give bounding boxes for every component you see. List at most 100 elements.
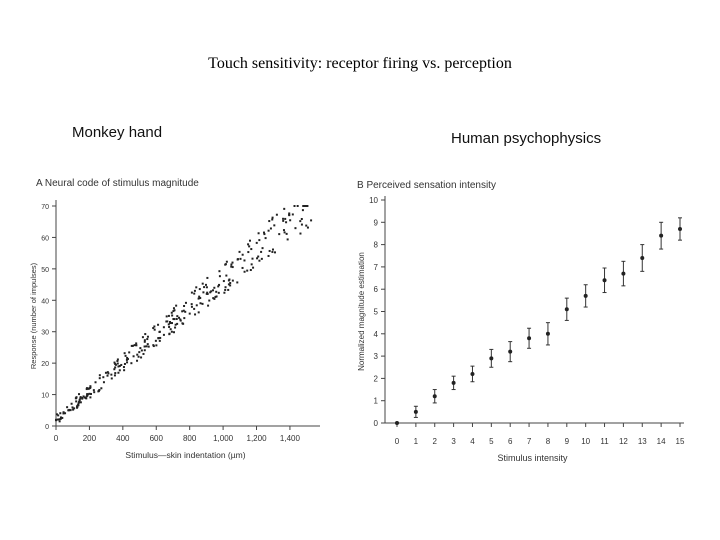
chart-b-data-point [413,409,418,414]
chart-a-data-point [201,282,204,285]
chart-a-data-point [113,374,116,377]
chart-a-x-tick-label: 600 [150,434,164,443]
chart-a-data-point [126,358,129,361]
chart-a-data-point [225,274,228,277]
chart-a-data-point [153,325,156,328]
chart-a-data-point [205,292,208,295]
chart-a-data-point [100,387,103,390]
chart-a-data-point [82,395,85,398]
chart-a-data-point [167,314,170,317]
chart-a-data-point [81,396,84,399]
chart-b-data-point [545,331,550,336]
chart-a-data-point [169,328,172,331]
chart-a-data-point [143,339,146,342]
chart-a-data-point [282,217,285,220]
chart-a-data-point [260,250,263,253]
chart-a-x-tick-label: 400 [116,434,130,443]
chart-a-data-point [59,417,62,420]
chart-a-data-point [275,213,278,216]
chart-a-data-point [181,322,184,325]
chart-a-data-point [228,278,231,281]
chart-a-data-point [252,266,255,269]
chart-b-y-tick-label: 6 [374,285,379,294]
chart-a-data-point [58,420,61,423]
chart-a-data-point [283,207,286,210]
chart-a-data-point [153,328,156,331]
chart-a-data-point [165,320,168,323]
chart-a-data-point [68,409,71,412]
chart-a-data-point [262,231,265,234]
chart-a-data-point [61,416,64,419]
chart-a-data-point [268,220,271,223]
chart-a-data-point [229,284,232,287]
chart-a-data-point [56,418,59,421]
chart-a-data-point [137,355,140,358]
chart-a-data-point [73,407,76,410]
chart-a-data-point [85,395,88,398]
chart-b-x-tick-label: 12 [619,437,628,446]
chart-a-data-point [181,310,184,313]
chart-a-data-point [258,259,261,262]
chart-a-data-point [142,352,145,355]
chart-b-data-point [432,394,437,399]
chart-a-data-point [257,255,260,258]
chart-a-data-point [78,398,81,401]
chart-a-data-point [116,360,119,363]
chart-a-data-point [159,336,162,339]
chart-a-data-point [194,313,197,316]
chart-a-data-point [130,362,133,365]
chart-b-x-tick-label: 7 [527,437,532,446]
chart-a-y-tick-label: 70 [41,204,49,211]
chart-a-data-point [206,276,209,279]
chart-a-data-point [89,392,92,395]
chart-a-data-point [249,269,252,272]
chart-a-data-point [59,416,62,419]
chart-a-data-point [217,285,220,288]
chart-a-data-point [278,233,281,236]
chart-a-data-point [208,299,211,302]
chart-a-data-point [248,239,251,242]
chart-b-x-tick-label: 4 [470,437,475,446]
chart-a-data-point [130,344,133,347]
chart-b-x-tick-label: 3 [451,437,456,446]
chart-a-data-point [157,323,160,326]
chart-a-data-point [255,241,258,244]
chart-a-data-point [224,288,227,291]
chart-b-data-point [527,336,532,341]
chart-a-data-point [102,376,105,379]
chart-a-data-point [77,404,80,407]
chart-a-data-point [89,396,92,399]
chart-a-data-point [195,304,198,307]
chart-b-y-tick-label: 10 [369,196,378,205]
chart-a-data-point [302,205,305,207]
chart-a-data-point [306,205,309,207]
chart-a-data-point [288,212,291,215]
chart-a-data-point [239,257,242,260]
chart-a-data-point [236,258,239,261]
chart-a-data-point [202,291,205,294]
chart-a-data-point [199,302,202,305]
chart-a-data-point [57,414,60,417]
chart-b-y-tick-label: 7 [374,263,379,272]
chart-a-data-point [183,317,186,320]
chart-a-data-point [305,205,308,207]
chart-a-data-point [218,283,221,286]
chart-a-data-point [131,344,134,347]
chart-a-x-tick-label: 1,400 [280,434,301,443]
chart-a-data-point [289,219,292,222]
chart-a-data-point [106,371,109,374]
chart-a-data-point [175,304,178,307]
chart-a-data-point [83,396,86,399]
chart-a-data-point [286,238,289,241]
chart-a-data-point [229,282,232,285]
chart-a-data-point [55,413,58,416]
chart-a-data-point [247,243,250,246]
chart-b-x-tick-label: 2 [433,437,438,446]
chart-a-data-point [215,290,218,293]
chart-a-data-point [138,351,141,354]
chart-a-data-point [224,263,227,266]
chart-a-x-label: Stimulus—skin indentation (µm) [125,450,245,460]
chart-a-data-point [293,205,296,207]
chart-a-data-point [125,358,128,361]
